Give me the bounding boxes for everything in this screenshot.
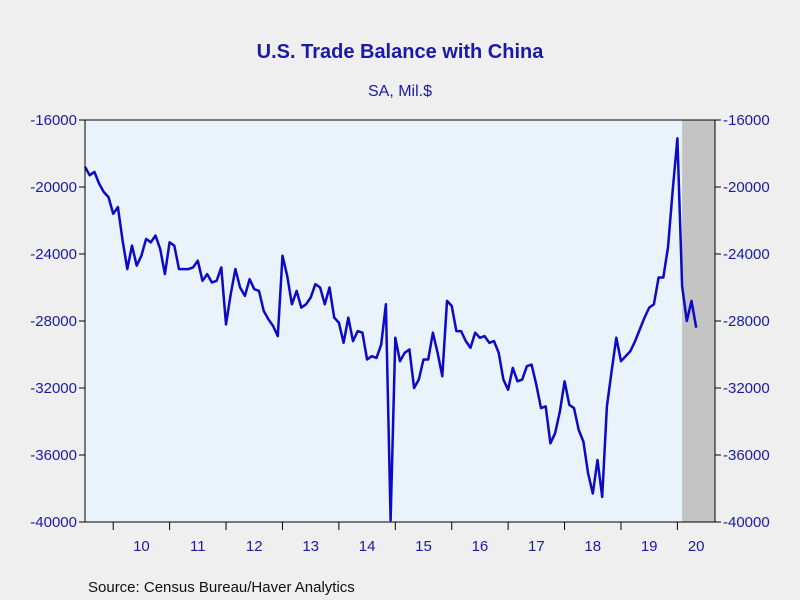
x-tick-label: 17 [528, 538, 545, 555]
x-axis: 10 11 12 13 14 15 16 17 18 19 20 [112, 522, 705, 555]
y-tick-label-right: -28000 [723, 313, 770, 330]
y-tick-label-left: -16000 [30, 112, 77, 129]
y-tick-label-left: -28000 [30, 313, 77, 330]
source-note: Source: Census Bureau/Haver Analytics [88, 579, 355, 596]
plot-area [85, 120, 715, 522]
y-tick-label-right: -40000 [723, 514, 770, 531]
x-tick-label: 14 [359, 538, 376, 555]
x-tick-label: 18 [584, 538, 601, 555]
y-tick-label-right: -16000 [723, 112, 770, 129]
chart-subtitle: SA, Mil.$ [368, 83, 432, 100]
x-tick-label: 11 [190, 538, 206, 555]
right-axis: -16000 -20000 -24000 -28000 -32000 -36000 -400… [715, 112, 770, 531]
x-tick-label: 13 [302, 538, 319, 555]
chart-title: U.S. Trade Balance with China [257, 41, 545, 63]
y-tick-label-right: -32000 [723, 380, 770, 397]
y-tick-label-left: -24000 [30, 246, 77, 263]
left-axis: -16000 -20000 -24000 -28000 -32000 -36000 -400… [30, 112, 85, 531]
x-tick-label: 20 [688, 538, 705, 555]
x-tick-label: 19 [641, 538, 658, 555]
x-tick-label: 12 [246, 538, 263, 555]
y-tick-label-left: -32000 [30, 380, 77, 397]
plot-frame [84, 119, 716, 523]
y-tick-label-right: -36000 [723, 447, 770, 464]
y-tick-label-left: -40000 [30, 514, 77, 531]
series-line [83, 137, 698, 522]
x-tick-label: 10 [133, 538, 150, 555]
y-tick-label-left: -36000 [30, 447, 77, 464]
y-tick-label-right: -24000 [723, 246, 770, 263]
x-tick-label: 16 [472, 538, 489, 555]
y-tick-label-right: -20000 [723, 179, 770, 196]
y-tick-label-left: -20000 [30, 179, 77, 196]
x-tick-label: 15 [415, 538, 432, 555]
